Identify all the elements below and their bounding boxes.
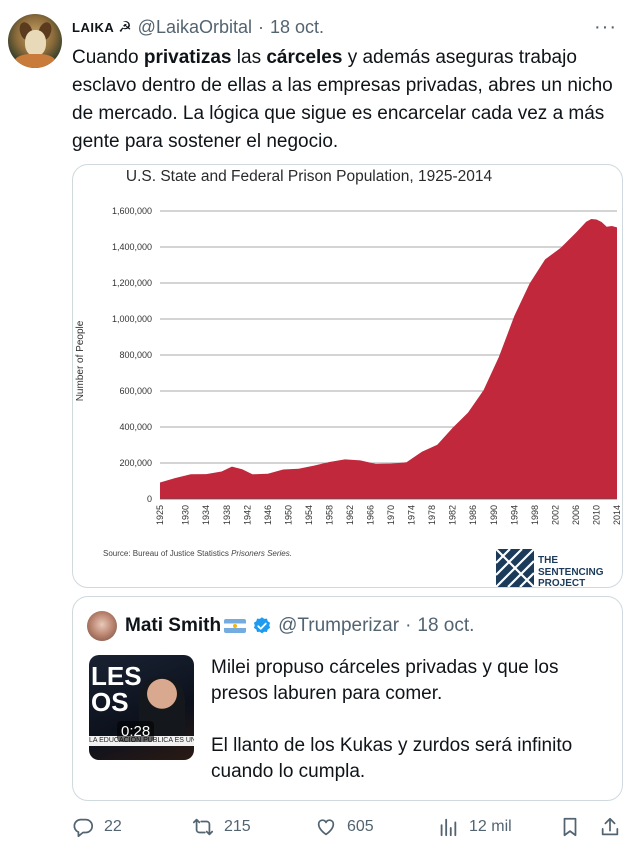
logo-text-project: PROJECT — [538, 578, 585, 588]
x-axis-ticks: 1925 1930 1934 1938 1942 1946 1950 1954 1958 1962… — [155, 505, 622, 525]
views-count: 12 mil — [469, 818, 512, 835]
y-tick-label: 1,600,000 — [112, 206, 152, 216]
x-tick-label: 2006 — [571, 505, 581, 525]
y-axis-label: Number of People — [75, 320, 86, 401]
x-tick-label: 1946 — [263, 505, 273, 525]
chart-image[interactable]: U.S. State and Federal Prison Population… — [72, 164, 623, 588]
separator-dot: · — [405, 615, 412, 636]
repost-count: 215 — [224, 818, 251, 835]
y-axis-ticks: 0 200,000 400,000 600,000 800,000 1,000,000 1,… — [112, 206, 152, 504]
prison-population-chart: U.S. State and Federal Prison Population… — [75, 168, 622, 588]
heart-icon — [317, 819, 335, 836]
repost-button[interactable]: 215 — [192, 816, 251, 838]
y-tick-label: 1,400,000 — [112, 242, 152, 252]
author-name[interactable]: LAIKA — [72, 19, 115, 35]
repost-icon — [192, 818, 214, 836]
tweet-actions: 22 215 605 12 mil — [72, 816, 623, 846]
views-button[interactable]: 12 mil — [437, 816, 512, 838]
tweet-text-bold: cárceles — [266, 47, 343, 68]
x-tick-label: 1998 — [530, 505, 540, 525]
views-chart-icon — [440, 818, 457, 837]
bookmark-button[interactable] — [559, 816, 591, 838]
quoted-author-avatar[interactable] — [87, 611, 117, 641]
more-options-icon[interactable]: ··· — [594, 16, 617, 38]
y-tick-label: 400,000 — [119, 422, 152, 432]
y-tick-label: 800,000 — [119, 350, 152, 360]
tweet-header: LAIKA ☭ @LaikaOrbital · 18 oct. ··· — [72, 16, 617, 38]
x-tick-label: 1962 — [345, 505, 355, 525]
x-tick-label: 1970 — [386, 505, 396, 525]
verified-badge-icon — [253, 617, 271, 634]
x-tick-label: 1978 — [427, 505, 437, 525]
quoted-tweet[interactable]: Mati Smith @Trumperizar · 18 oct. LES OS … — [72, 596, 623, 801]
chart-source: Source: Bureau of Justice Statistics Pri… — [103, 549, 292, 558]
y-tick-label: 600,000 — [119, 386, 152, 396]
y-tick-label: 0 — [147, 494, 152, 504]
author-handle[interactable]: @LaikaOrbital — [137, 16, 252, 37]
reply-icon — [73, 818, 94, 838]
quoted-paragraph: El llanto de los Kukas y zurdos será inf… — [211, 735, 573, 782]
x-tick-label: 1942 — [242, 505, 252, 525]
y-tick-label: 1,200,000 — [112, 278, 152, 288]
chart-title: U.S. State and Federal Prison Population… — [126, 168, 493, 185]
share-icon — [601, 817, 619, 836]
x-tick-label: 1982 — [448, 505, 458, 525]
x-tick-label: 1966 — [366, 505, 376, 525]
x-tick-label: 2002 — [550, 505, 560, 525]
chart-source-series: Prisoners Series. — [231, 549, 292, 558]
x-tick-label: 1986 — [468, 505, 478, 525]
y-tick-label: 200,000 — [119, 458, 152, 468]
reply-button[interactable]: 22 — [72, 816, 122, 838]
population-area — [160, 219, 617, 499]
quoted-tweet-date[interactable]: 18 oct. — [417, 615, 475, 636]
like-button[interactable]: 605 — [315, 816, 374, 838]
chart-source-prefix: Source: Bureau of Justice Statistics — [103, 549, 231, 558]
x-tick-label: 2010 — [591, 505, 601, 525]
x-tick-label: 1990 — [489, 505, 499, 525]
like-count: 605 — [347, 818, 374, 835]
quoted-paragraph: Milei propuso cárceles privadas y que lo… — [211, 657, 559, 704]
author-avatar[interactable] — [8, 14, 62, 68]
reply-count: 22 — [104, 818, 122, 835]
quoted-author-handle[interactable]: @Trumperizar — [278, 615, 400, 636]
logo-text-sentencing: SENTENCING — [538, 567, 604, 578]
quoted-tweet-text: Milei propuso cárceles privadas y que lo… — [211, 655, 611, 785]
hammer-sickle-icon: ☭ — [118, 19, 132, 36]
x-tick-label: 2014 — [612, 505, 622, 525]
video-duration: 0:28 — [117, 721, 155, 742]
x-tick-label: 1938 — [222, 505, 232, 525]
x-tick-label: 1934 — [201, 505, 211, 525]
tweet-text-segment: Cuando — [72, 47, 144, 68]
x-tick-label: 1930 — [181, 505, 191, 525]
sentencing-project-logo: THE SENTENCING PROJECT — [495, 548, 604, 588]
x-tick-label: 1958 — [324, 505, 334, 525]
y-tick-label: 1,000,000 — [112, 314, 152, 324]
bookmark-icon — [563, 817, 577, 837]
x-tick-label: 1954 — [304, 505, 314, 525]
logo-text-the: THE — [538, 555, 558, 566]
thumbnail-background-text: LES OS — [91, 661, 142, 717]
x-tick-label: 1950 — [283, 505, 293, 525]
tweet-text-segment: las — [231, 47, 267, 68]
share-button[interactable] — [599, 816, 631, 838]
avatar-space-suit — [14, 54, 56, 68]
avatar-dog-face — [25, 30, 46, 56]
tweet-text-bold: privatizas — [143, 47, 232, 68]
separator-dot: · — [258, 16, 264, 37]
argentina-flag-icon — [224, 619, 247, 633]
quoted-author-name[interactable]: Mati Smith — [125, 615, 222, 636]
tweet-text-segment: y además aseguras trabajo esclavo dentro… — [72, 47, 613, 152]
x-tick-label: 1925 — [155, 505, 165, 525]
quoted-tweet-header: Mati Smith @Trumperizar · 18 oct. — [125, 615, 474, 637]
tweet-date[interactable]: 18 oct. — [270, 16, 325, 37]
tweet-text: Cuando privatizas las cárceles y además … — [72, 44, 622, 156]
x-tick-label: 1974 — [407, 505, 417, 525]
x-tick-label: 1994 — [509, 505, 519, 525]
